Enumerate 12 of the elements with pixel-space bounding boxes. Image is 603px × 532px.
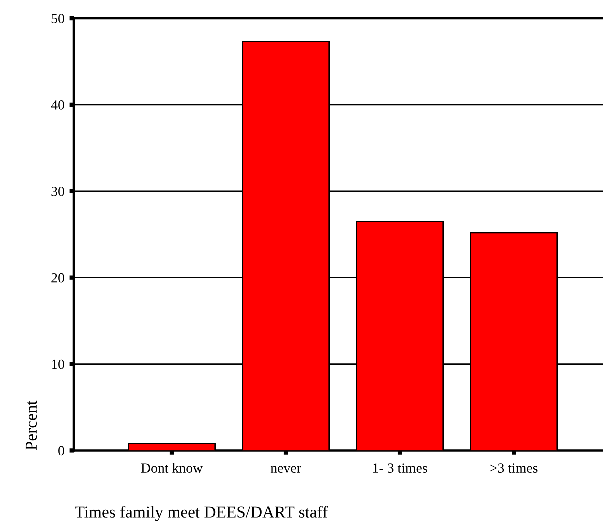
y-tick-label: 0 xyxy=(58,446,64,456)
y-tick-label: 30 xyxy=(52,186,64,196)
x-axis-title: Times family meet DEES/DART staff xyxy=(75,506,328,522)
x-tick-label: >3 times xyxy=(490,464,538,473)
y-tick-label: 50 xyxy=(52,14,64,24)
y-tick-label: 40 xyxy=(51,100,64,110)
x-tick-label: never xyxy=(270,466,302,473)
y-tick-label: 20 xyxy=(52,273,64,283)
y-axis-title: Percent xyxy=(26,400,38,450)
y-tick-label: 10 xyxy=(52,360,64,370)
x-tick-label: Dont know xyxy=(141,463,204,473)
x-tick-label: 1- 3 times xyxy=(374,464,428,473)
